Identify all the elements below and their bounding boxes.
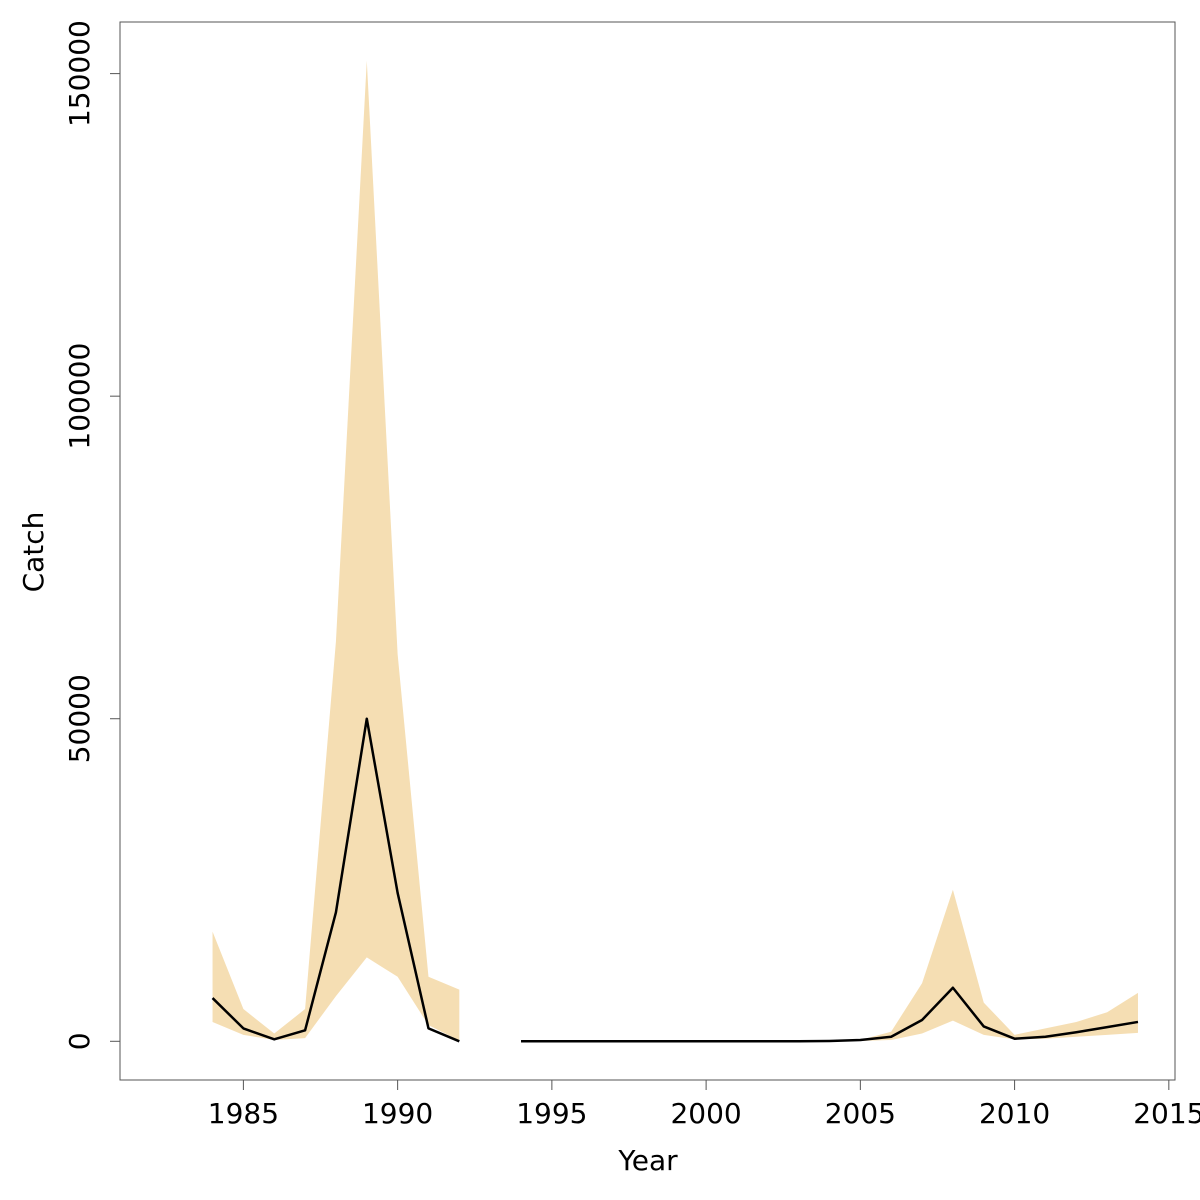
x-tick-label: 2010 — [979, 1097, 1050, 1130]
x-tick-label: 2015 — [1133, 1097, 1200, 1130]
catch-line-segment-1 — [211, 717, 460, 1043]
y-axis-title: Catch — [17, 512, 50, 593]
x-tick-label: 1985 — [208, 1097, 279, 1130]
series-lines — [211, 717, 1139, 1043]
y-tick-label: 50000 — [63, 674, 96, 763]
catch-line-segment-2 — [521, 986, 1139, 1043]
y-tick-label: 150000 — [63, 20, 96, 127]
confidence-bands — [212, 60, 1138, 1041]
plot-frame — [119, 21, 1176, 1081]
y-tick-label: 0 — [63, 1032, 96, 1050]
x-axis: 1985 1990 1995 2000 2005 2010 2015 — [208, 1079, 1200, 1130]
x-tick-label: 1995 — [516, 1097, 587, 1130]
confidence-band-1 — [212, 60, 460, 1041]
x-tick-label: 2005 — [825, 1097, 896, 1130]
x-tick-label: 1990 — [362, 1097, 433, 1130]
x-tick-label: 2000 — [670, 1097, 741, 1130]
y-axis: 0 50000 100000 150000 — [63, 20, 121, 1050]
x-axis-title: Year — [617, 1144, 678, 1177]
confidence-band-2 — [860, 889, 1138, 1041]
y-tick-label: 100000 — [63, 343, 96, 450]
